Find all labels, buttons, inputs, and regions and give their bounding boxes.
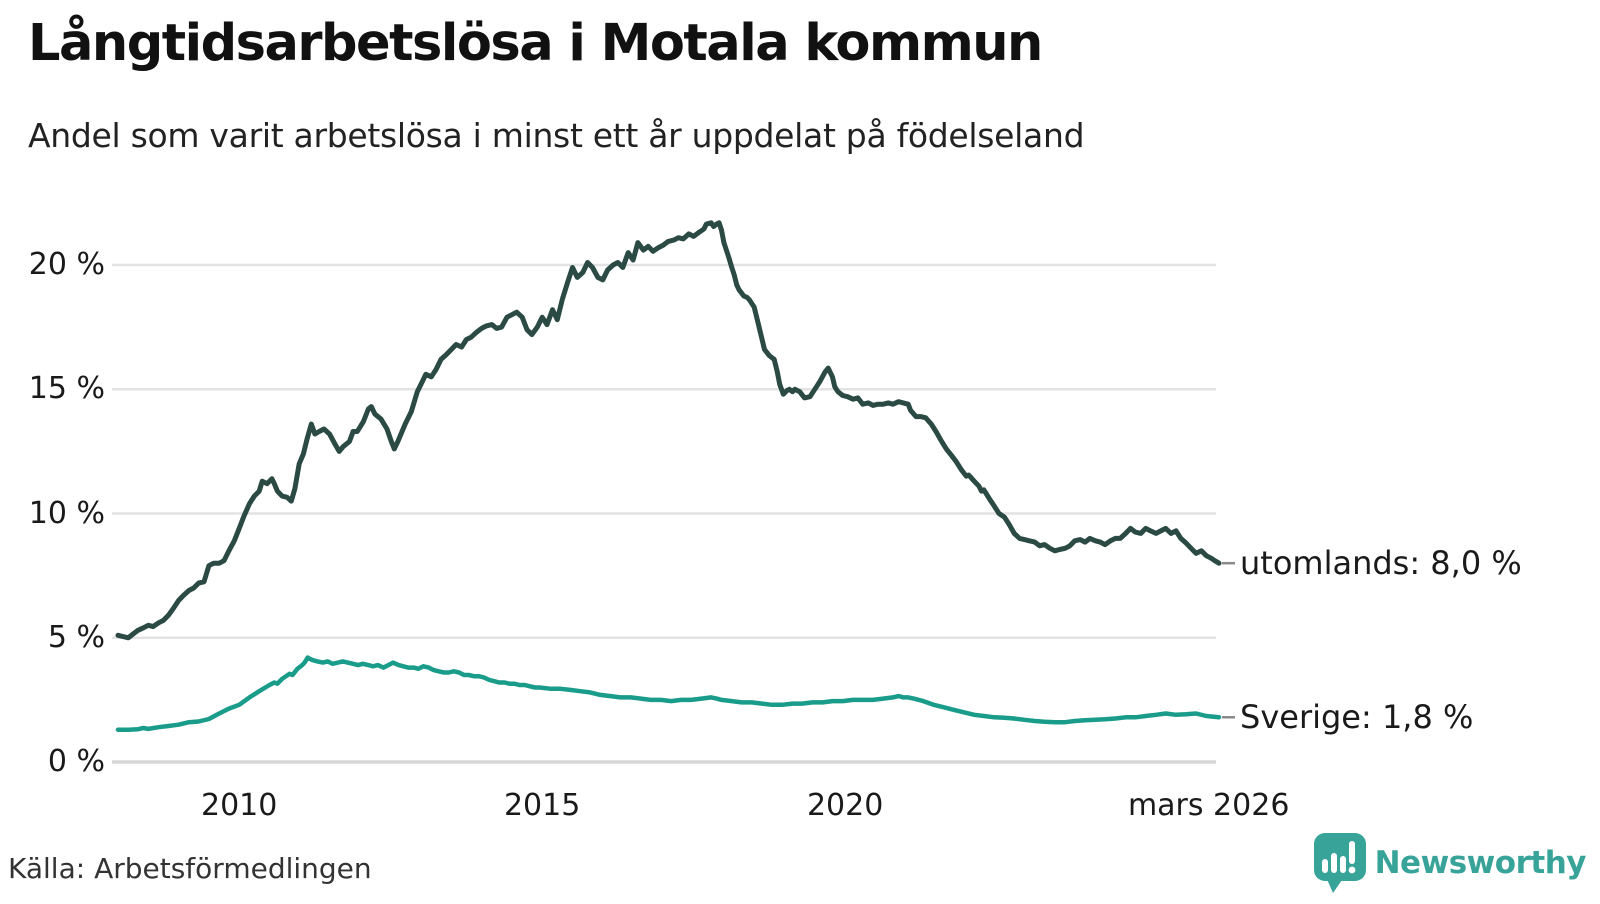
series-end-label-Sverige: Sverige: 1,8 %	[1240, 698, 1474, 737]
series-line-utomlands	[115, 220, 1222, 641]
newsworthy-brand-text: Newsworthy	[1374, 845, 1587, 881]
page-subtitle: Andel som varit arbetslösa i minst ett å…	[28, 116, 1085, 155]
newsworthy-logo-icon	[1313, 833, 1366, 893]
page-title: Långtidsarbetslösa i Motala kommun	[28, 14, 1043, 73]
x-axis-tick-label: 2010	[201, 788, 278, 823]
series-line-Sverige	[115, 655, 1222, 732]
x-axis-tick-label: mars 2026	[1127, 788, 1290, 823]
y-axis-tick-label: 15 %	[28, 371, 105, 407]
series-end-label-utomlands: utomlands: 8,0 %	[1240, 544, 1522, 583]
x-axis-tick-label: 2015	[503, 788, 581, 823]
x-axis-tick-label: 2020	[806, 788, 884, 823]
y-axis-tick-label: 20 %	[28, 247, 105, 282]
y-axis-tick-label: 10 %	[28, 495, 105, 531]
source-note: Källa: Arbetsförmedlingen	[8, 852, 372, 885]
newsworthy-brand: Newsworthy	[1313, 832, 1587, 894]
y-axis-tick-label: 0 %	[47, 744, 105, 779]
y-axis-tick-label: 5 %	[47, 619, 105, 655]
